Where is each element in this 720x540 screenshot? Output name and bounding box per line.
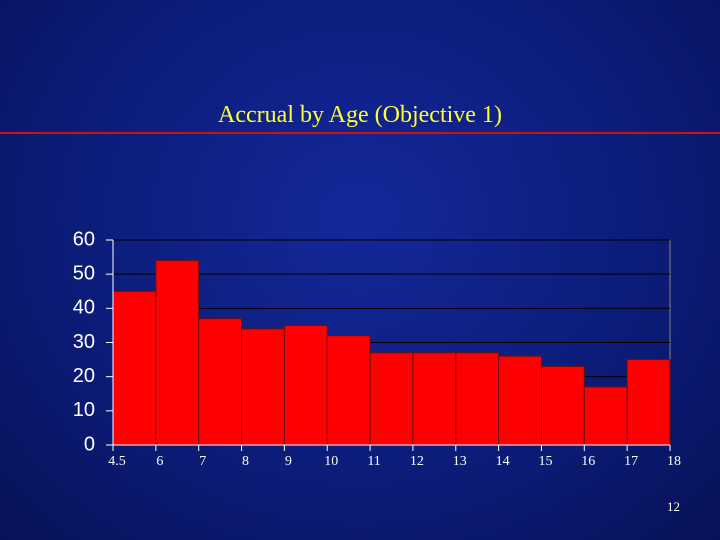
- chart-title: Accrual by Age (Objective 1): [218, 102, 502, 128]
- bar: [112, 290, 157, 446]
- bar: [455, 352, 500, 446]
- bar: [326, 335, 371, 446]
- x-tick-label: 17: [624, 454, 638, 469]
- y-tick-label: 30: [73, 331, 95, 353]
- bar: [583, 386, 628, 446]
- bar: [626, 359, 671, 446]
- x-tick-label: 15: [538, 454, 552, 469]
- x-tick-label: 6: [156, 454, 163, 469]
- y-tick-label: 10: [73, 399, 95, 421]
- bar: [540, 365, 585, 446]
- x-tick-label: 7: [199, 454, 206, 469]
- x-tick-label: 18: [667, 454, 681, 469]
- bar: [198, 318, 243, 446]
- bar: [155, 260, 200, 446]
- x-tick-label: 13: [453, 454, 467, 469]
- x-tick-label: 12: [410, 454, 424, 469]
- y-tick-label: 50: [73, 262, 95, 284]
- x-tick-label: 16: [581, 454, 595, 469]
- x-tick-label: 4.5: [108, 454, 126, 469]
- bar: [369, 352, 414, 446]
- y-tick-label: 0: [84, 433, 95, 455]
- x-tick-label: 10: [324, 454, 338, 469]
- bar: [498, 355, 542, 446]
- y-tick-label: 40: [73, 297, 95, 319]
- bar: [283, 324, 328, 446]
- bar: [241, 328, 285, 446]
- x-tick-label: 11: [367, 454, 380, 469]
- x-tick-label: 8: [242, 454, 249, 469]
- x-tick-label: 9: [285, 454, 292, 469]
- y-tick-label: 20: [73, 365, 95, 387]
- x-tick-label: 14: [496, 454, 510, 469]
- bar: [412, 352, 457, 446]
- y-tick-label: 60: [73, 228, 95, 250]
- page-number: 12: [667, 499, 680, 514]
